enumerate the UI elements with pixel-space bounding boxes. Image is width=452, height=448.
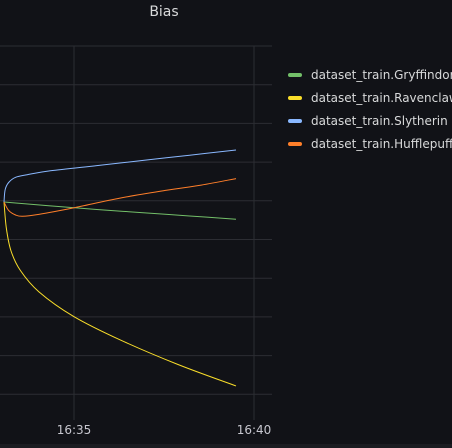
legend-swatch — [288, 95, 302, 100]
series-line-hufflepuff[interactable] — [3, 178, 237, 217]
legend-swatch — [288, 72, 302, 77]
legend-label: dataset_train.Gryffindor — [311, 67, 452, 82]
legend-swatch — [288, 118, 302, 123]
panel-title[interactable]: Bias — [149, 4, 179, 20]
x-axis-ticks: 16:35 16:40 — [57, 423, 272, 437]
legend-label: dataset_train.Ravenclaw — [311, 90, 452, 105]
legend-label: dataset_train.Hufflepuff — [311, 136, 452, 151]
series-line-slytherin[interactable] — [3, 149, 237, 203]
series-layer — [3, 149, 237, 387]
chart-grid — [0, 45, 272, 420]
chart-legend: dataset_train.Gryffindor dataset_train.Ra… — [288, 63, 452, 155]
x-tick-label: 16:40 — [237, 423, 272, 437]
legend-item-hufflepuff[interactable]: dataset_train.Hufflepuff — [288, 132, 452, 155]
legend-item-ravenclaw[interactable]: dataset_train.Ravenclaw — [288, 86, 452, 109]
panel-bottom-edge — [0, 444, 452, 448]
line-chart[interactable]: 16:35 16:40 — [0, 0, 280, 448]
series-line-gryffindor[interactable] — [3, 201, 237, 220]
series-line-ravenclaw[interactable] — [3, 201, 237, 387]
legend-item-slytherin[interactable]: dataset_train.Slytherin — [288, 109, 452, 132]
legend-item-gryffindor[interactable]: dataset_train.Gryffindor — [288, 63, 452, 86]
legend-swatch — [288, 141, 302, 146]
legend-label: dataset_train.Slytherin — [311, 113, 448, 128]
x-tick-label: 16:35 — [57, 423, 92, 437]
